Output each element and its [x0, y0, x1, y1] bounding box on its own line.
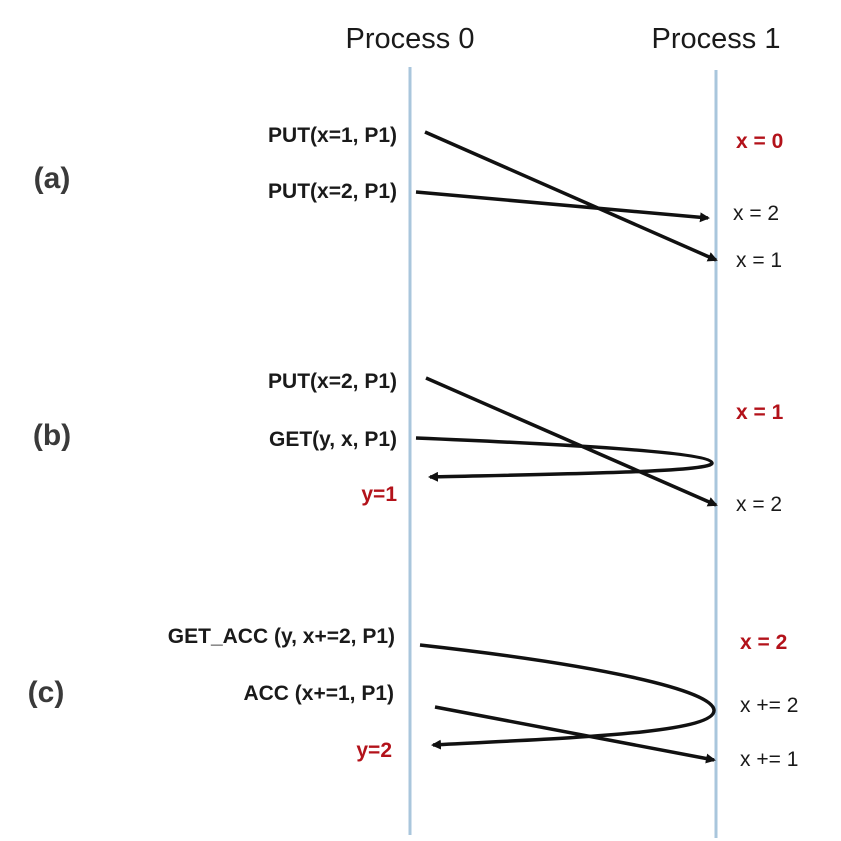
part-a-initial-value: x = 0 [736, 130, 783, 153]
part-a-op1: PUT(x=1, P1) [268, 124, 397, 147]
process-0-header: Process 0 [346, 23, 475, 55]
part-c-result: y=2 [356, 739, 392, 762]
part-c-value-1: x += 2 [740, 694, 798, 717]
part-b-result: y=1 [361, 483, 397, 506]
part-a-value-1: x = 2 [733, 202, 779, 225]
part-a-put-x1-arrow [424, 130, 718, 262]
part-a-put-x2-arrow [415, 190, 710, 223]
part-b-put-arrow [425, 376, 718, 507]
part-b-op1: PUT(x=2, P1) [268, 370, 397, 393]
part-c-initial-value: x = 2 [740, 631, 787, 654]
part-b-value-1: x = 2 [736, 493, 782, 516]
part-c-op2: ACC (x+=1, P1) [243, 682, 394, 705]
part-b-op2: GET(y, x, P1) [269, 428, 397, 451]
process-1-header: Process 1 [652, 23, 781, 55]
part-b-initial-value: x = 1 [736, 401, 784, 424]
part-c-acc-arrow [434, 705, 716, 764]
part-c-op1: GET_ACC (y, x+=2, P1) [168, 625, 395, 648]
part-a-op2: PUT(x=2, P1) [268, 180, 397, 203]
part-b-label: (b) [33, 419, 71, 452]
part-c-value-2: x += 1 [740, 748, 798, 771]
part-a-label: (a) [34, 162, 71, 195]
part-a-value-2: x = 1 [736, 249, 782, 272]
part-b-get-arrow [415, 436, 714, 482]
part-c-get-acc-arrow [419, 643, 716, 750]
part-c-label: (c) [28, 676, 65, 709]
